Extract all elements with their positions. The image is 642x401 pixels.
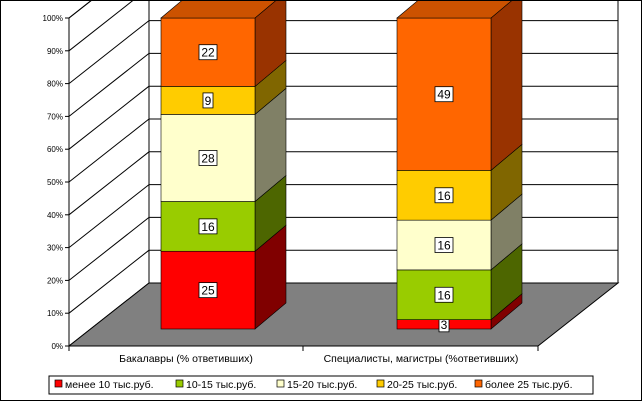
- gridline-side: [68, 1, 134, 52]
- data-label: 22: [201, 46, 215, 60]
- y-tick-label: 60%: [47, 145, 63, 154]
- y-tick-label: 100%: [43, 14, 63, 23]
- gridline-side: [68, 20, 150, 84]
- data-label-box: [202, 92, 214, 109]
- bar-top: [160, 1, 276, 19]
- data-label-box: [434, 237, 454, 253]
- legend-swatch: [376, 379, 385, 388]
- data-label-box: [198, 218, 218, 235]
- x-category-label: Бакалавры (% ответивших): [119, 353, 253, 365]
- data-label-box: [198, 150, 218, 166]
- legend-swatch: [175, 379, 184, 388]
- gridline-side: [68, 184, 150, 248]
- data-label: 16: [437, 239, 451, 253]
- data-label: 49: [437, 88, 451, 102]
- y-tick-label: 20%: [47, 276, 63, 285]
- y-tick-label: 10%: [47, 309, 63, 318]
- bar-segment-side: [490, 1, 523, 172]
- legend-label: менее 10 тыс.руб.: [65, 379, 154, 391]
- floor: [67, 282, 620, 347]
- legend: менее 10 тыс.руб. 10-15 тыс.руб. 15-20 тыс…: [48, 375, 594, 395]
- x-axis: Бакалавры (% ответивших) Специалисты, маг…: [68, 346, 539, 365]
- legend-label: более 25 тыс.руб.: [485, 379, 573, 391]
- gridline-side: [68, 53, 150, 117]
- y-axis: 0% 10% 20% 30% 40% 50% 60% 70% 80% 90% 100%: [43, 14, 70, 351]
- y-tick-label: 40%: [47, 211, 63, 220]
- legend-box: [48, 375, 594, 395]
- data-label: 9: [205, 94, 212, 108]
- bar-top: [396, 1, 512, 19]
- y-tick-label: 0%: [51, 342, 63, 351]
- legend-swatch: [54, 379, 63, 388]
- data-label-box: [198, 44, 218, 61]
- data-label-box: [434, 187, 454, 204]
- legend-label: 20-25 тыс.руб.: [387, 379, 457, 391]
- y-tick-label: 70%: [47, 112, 63, 121]
- chart-walls: [67, 1, 620, 348]
- data-label-box: [434, 86, 454, 103]
- bar-segment: [160, 201, 256, 252]
- gridline-side: [68, 85, 150, 150]
- gridline-side: [68, 151, 150, 216]
- gridline-side: [68, 118, 150, 183]
- y-tick-label: 90%: [47, 47, 63, 56]
- data-label-box: [198, 282, 218, 299]
- legend-swatch: [474, 379, 483, 388]
- legend-swatch: [276, 379, 285, 388]
- y-tick-label: 50%: [47, 178, 63, 187]
- gridline-side: [68, 217, 150, 281]
- data-label: 25: [201, 284, 215, 298]
- data-label-box: [434, 286, 454, 303]
- bars: 25 16 28 9 22 3 16 16 16 49: [160, 1, 523, 333]
- data-label: 16: [437, 189, 451, 203]
- gridline-side: [68, 249, 150, 314]
- y-tick-label: 30%: [47, 244, 63, 253]
- y-tick-label: 80%: [47, 80, 63, 89]
- gridline-side: [68, 1, 92, 19]
- data-label: 16: [437, 288, 451, 302]
- data-label: 28: [201, 151, 215, 165]
- legend-label: 10-15 тыс.руб.: [186, 379, 256, 391]
- data-label: 16: [201, 220, 215, 234]
- x-category-label: Специалисты, магистры (%ответивших): [324, 353, 519, 365]
- data-label: 3: [441, 318, 448, 332]
- legend-label: 15-20 тыс.руб.: [287, 379, 357, 391]
